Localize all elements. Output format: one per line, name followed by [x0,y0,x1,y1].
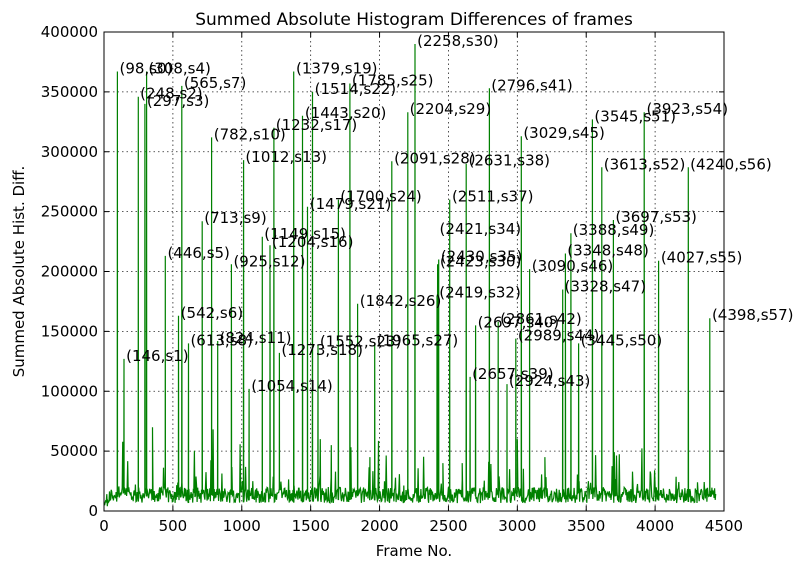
peak-annotation: (2421,s34) [440,220,522,238]
peak-annotation: (782,s10) [214,125,286,143]
peak-annotation: (1965,s27) [377,331,459,349]
peak-annotation: (1479,s21) [310,195,392,213]
peak-annotation: (2430,s35) [441,248,523,266]
peak-annotation: (2204,s29) [410,100,492,118]
peak-annotation: (4398,s57) [712,306,794,324]
y-tick-label: 300000 [41,143,98,161]
peak-annotation: (542,s6) [181,304,243,322]
chart-title: Summed Absolute Histogram Differences of… [195,10,633,30]
peak-annotation: (2091,s28) [394,149,476,167]
y-tick-label: 0 [88,502,98,520]
peak-annotation: (2423,s30) [440,252,522,270]
peak-annotation: (1054,s14) [251,377,333,395]
peak-annotation: (2511,s37) [452,188,534,206]
peak-annotation: (308,s4) [148,60,210,78]
y-tick-label: 100000 [41,382,98,400]
peak-annotation: (1273,s18) [281,341,363,359]
peak-annotation: (3697,s53) [615,208,697,226]
annotations: (98,s0)(146,s1)(248,s2)(297,s3)(308,s4)(… [120,32,794,395]
peak-annotation: (2796,s41) [491,76,573,94]
y-tick-label: 50000 [50,442,98,460]
peak-annotation: (2861,s42) [500,310,582,328]
peak-annotation: (1443,s20) [305,104,387,122]
x-tick-label: 2500 [429,517,467,535]
peak-annotation: (824,s11) [220,329,292,347]
peak-annotation: (2924,s43) [509,372,591,390]
series-line [103,43,717,507]
y-tick-label: 200000 [41,263,98,281]
x-tick-label: 3500 [567,517,605,535]
y-tick-label: 350000 [41,83,98,101]
peak-annotation: (2989,s44) [518,327,600,345]
peak-annotation: (613,s8) [190,331,252,349]
peak-annotation: (2419,s32) [439,283,521,301]
peak-annotation: (1514,s22) [315,80,397,98]
x-tick-label: 4000 [636,517,674,535]
peak-annotation: (3029,s45) [523,124,605,142]
axis-ticks: 0 500 1000 1500 2000 2500 3000 3500 4000 4500 0 500… [41,23,743,535]
peak-annotation: (1232,s17) [276,116,358,134]
y-tick-label: 150000 [41,322,98,340]
peak-annotation: (565,s7) [184,74,246,92]
peak-annotation: (3328,s47) [565,277,647,295]
peak-annotation: (3923,s54) [647,100,729,118]
peak-annotation: (4027,s55) [661,249,743,267]
peak-annotation: (1700,s24) [340,188,422,206]
peak-annotation: (3445,s50) [581,331,663,349]
peak-annotation: (146,s1) [126,347,188,365]
peak-annotation: (4240,s56) [690,155,772,173]
y-tick-label: 400000 [41,23,98,41]
peak-annotation: (1552,s23) [320,333,402,351]
peak-annotation: (2697,s40) [478,313,560,331]
y-tick-label: 250000 [41,203,98,221]
peak-annotation: (2657,s39) [472,365,554,383]
x-tick-label: 0 [99,517,109,535]
y-axis-label: Summed Absolute Hist. Diff. [10,166,28,378]
x-axis-label: Frame No. [376,542,452,560]
x-tick-label: 1500 [292,517,330,535]
peak-annotation: (2258,s30) [417,32,499,50]
peak-annotation: (3545,s51) [594,107,676,125]
x-tick-label: 4500 [705,517,743,535]
peak-annotation: (446,s5) [167,244,229,262]
peak-annotation: (3090,s46) [532,257,614,275]
peak-annotation: (98,s0) [120,60,173,78]
peak-annotation: (248,s2) [140,85,202,103]
peak-annotation: (3348,s48) [567,242,649,260]
peak-annotation: (3388,s49) [573,221,655,239]
grid [104,32,724,511]
peak-annotation: (1785,s25) [352,71,434,89]
peak-annotation: (713,s9) [204,209,266,227]
x-tick-label: 500 [159,517,188,535]
peak-annotation: (1379,s19) [296,60,378,78]
peak-annotation: (1149,s15) [264,225,346,243]
peak-annotation: (1204,s16) [272,233,354,251]
peak-annotation: (1842,s26) [360,292,442,310]
x-tick-label: 1000 [223,517,261,535]
peak-annotation: (1012,s13) [245,148,327,166]
peak-annotation: (925,s12) [233,252,305,270]
peak-annotation: (297,s3) [147,92,209,110]
x-tick-label: 3000 [498,517,536,535]
x-tick-label: 2000 [360,517,398,535]
peak-annotation: (2631,s38) [468,152,550,170]
peak-annotation: (3613,s52) [604,155,686,173]
series [103,43,717,507]
